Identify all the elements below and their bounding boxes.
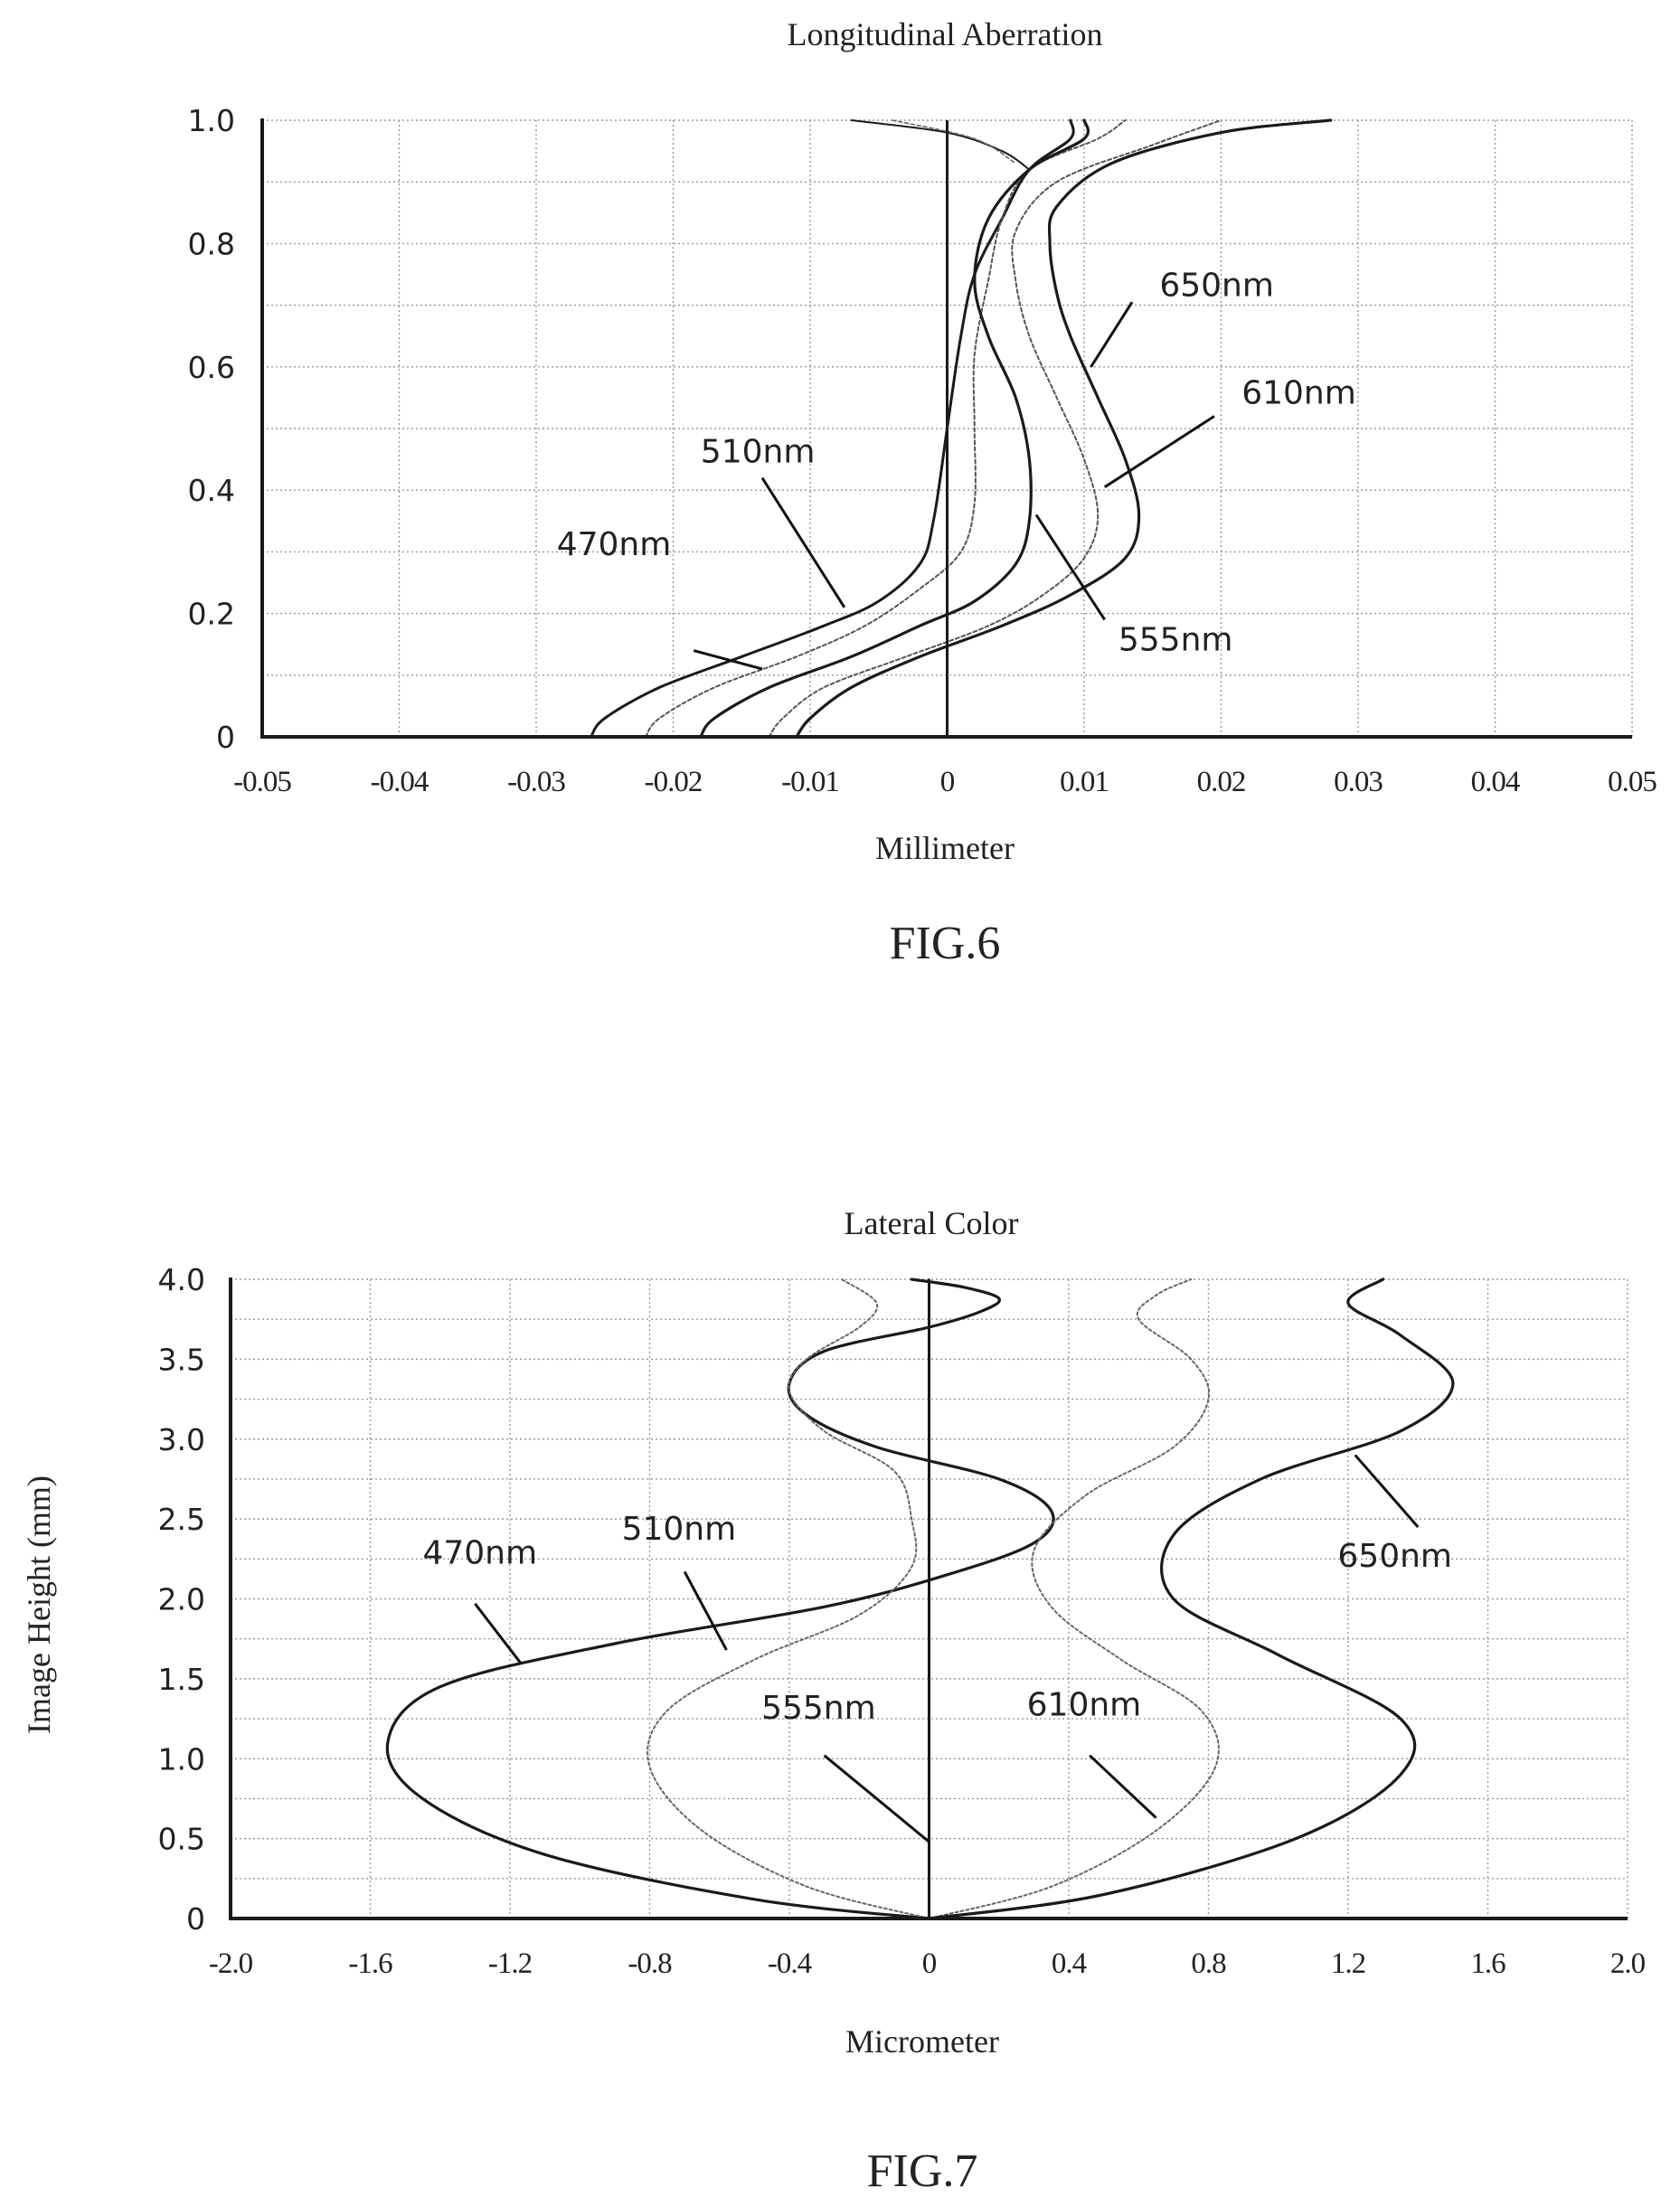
x-tick-label: 0.05 (1608, 766, 1656, 798)
annotation-leader-line (823, 1754, 930, 1843)
annotation-leader-line (1090, 301, 1134, 368)
longitudinal-aberration-chart: Longitudinal Aberration -0.05 -0.04 -0.03-… (188, 16, 1658, 969)
series-line-650nm (795, 118, 1333, 739)
annotation-leader-line (474, 1602, 522, 1664)
x-tick-label: -1.2 (488, 1947, 532, 1980)
x-tick-label: -0.4 (768, 1947, 812, 1980)
y-tick-label: 3.5 (158, 1342, 205, 1377)
x-tick-label: -1.6 (348, 1947, 392, 1980)
x-tick-label: -0.03 (507, 766, 565, 798)
y-tick-label: 0.8 (188, 226, 235, 261)
x-tick-label: -0.8 (628, 1947, 672, 1980)
annotation-leader-line (1089, 1754, 1157, 1819)
x-tick-label: 0.8 (1191, 1947, 1226, 1980)
series-line-610nm (768, 119, 1222, 738)
x-tick-label: 0.03 (1334, 766, 1383, 798)
annotations: 470nm 510nm 555nm 610nm 650nm (422, 1454, 1452, 1843)
tick-labels: -0.05 -0.04 -0.03 -0.02 -0.01 0 0.01 0.02 0.03 0.… (188, 103, 1658, 798)
annotation-label-650nm: 650nm (1159, 267, 1274, 304)
x-tick-label: 0 (922, 1947, 937, 1980)
y-tick-label: 0.2 (188, 597, 235, 632)
annotation-label-610nm: 610nm (1241, 375, 1356, 412)
annotation-leader-line (760, 476, 846, 608)
annotation-label-510nm: 510nm (701, 434, 816, 471)
annotation-label-555nm: 555nm (761, 1690, 876, 1727)
y-tick-label: 0.5 (158, 1822, 205, 1857)
annotation-label-510nm: 510nm (622, 1511, 737, 1548)
y-tick-label: 0.4 (188, 473, 235, 508)
x-tick-label: -0.05 (233, 766, 291, 798)
x-tick-label: -0.01 (781, 766, 839, 798)
x-tick-label: 0 (940, 766, 955, 798)
x-tick-label: 0.4 (1052, 1947, 1087, 1980)
figure-caption: FIG.6 (890, 918, 1001, 969)
y-tick-label: 1.5 (158, 1662, 205, 1697)
series-line-555nm (699, 118, 1090, 739)
annotation-label-470nm: 470nm (422, 1535, 537, 1572)
figure-caption: FIG.7 (867, 2145, 978, 2197)
x-tick-label: -0.04 (371, 766, 429, 798)
annotation-leader-line (1103, 415, 1215, 489)
series-line-segment-6 (892, 119, 1017, 165)
annotation-label-470nm: 470nm (557, 526, 672, 563)
series-line-470nm (590, 118, 1075, 739)
y-tick-label: 4.0 (158, 1262, 205, 1297)
y-tick-label: 0 (186, 1901, 205, 1937)
series-line-650nm (927, 1277, 1455, 1920)
annotation-label-650nm: 650nm (1337, 1538, 1452, 1575)
x-tick-label: 0.02 (1197, 766, 1246, 798)
series-line-510nm (647, 1278, 930, 1919)
x-tick-label: 1.2 (1331, 1947, 1365, 1980)
x-tick-label: 0.04 (1471, 766, 1520, 798)
series-line-470nm (385, 1277, 1055, 1920)
series-line-segment-5 (850, 119, 1031, 171)
tick-labels: -2.0 -1.6 -1.2 -0.8 -0.4 0 0.4 0.8 1.2 1.6 2.0 0 0.5… (158, 1262, 1647, 1980)
chart-title: Lateral Color (845, 1205, 1019, 1241)
series-lines (590, 118, 1333, 739)
x-tick-label: -2.0 (209, 1947, 253, 1980)
y-axis-label: Image Height (mm) (21, 1475, 57, 1734)
axes (229, 1277, 1628, 1920)
annotation-label-555nm: 555nm (1118, 622, 1233, 659)
annotation-leader-line (1354, 1454, 1420, 1528)
annotation-leader-line (693, 649, 763, 671)
annotation-label-610nm: 610nm (1027, 1687, 1142, 1724)
y-tick-label: 0.6 (188, 350, 235, 385)
series-line-610nm (928, 1278, 1220, 1919)
x-axis-label: Micrometer (845, 2023, 999, 2060)
series-line-510nm (645, 119, 1127, 738)
lateral-color-chart: Lateral Color -2.0 -1.6 -1.2 -0.8 -0.4 0 0.4 0.… (21, 1205, 1647, 2197)
y-tick-label: 1.0 (188, 103, 235, 138)
x-tick-label: 0.01 (1060, 766, 1109, 798)
chart-title: Longitudinal Aberration (788, 16, 1103, 52)
x-tick-label: 1.6 (1470, 1947, 1505, 1980)
y-tick-label: 0 (216, 720, 235, 755)
annotation-leader-line (1034, 514, 1106, 621)
x-tick-label: 2.0 (1610, 1947, 1646, 1980)
annotations: 470nm 510nm 555nm 610nm 650nm (557, 267, 1356, 671)
x-axis-label: Millimeter (875, 830, 1015, 866)
y-tick-label: 2.0 (158, 1582, 205, 1617)
axes (260, 118, 1632, 739)
y-tick-label: 3.0 (158, 1422, 205, 1457)
annotation-leader-line (683, 1570, 728, 1651)
x-tick-label: -0.02 (645, 766, 703, 798)
y-tick-label: 1.0 (158, 1741, 205, 1777)
y-tick-label: 2.5 (158, 1502, 205, 1537)
